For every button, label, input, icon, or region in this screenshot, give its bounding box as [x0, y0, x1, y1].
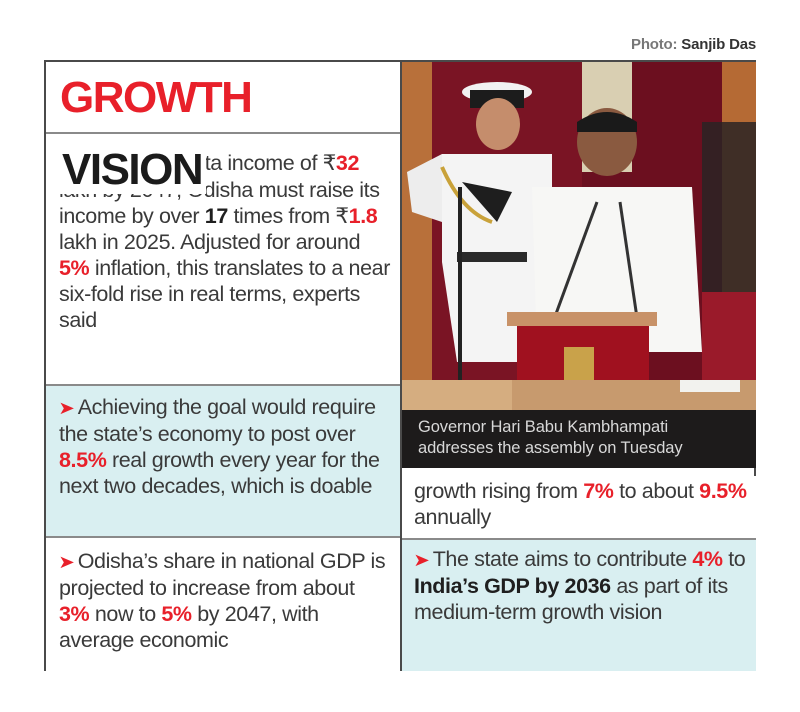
photo-credit-name: Sanjib Das: [681, 36, 756, 53]
fact-block-growth-continued: growth rising from 7% to about 9.5% annu…: [402, 476, 756, 538]
photo-credit-label: Photo:: [631, 36, 678, 53]
value-5-percent: 5%: [161, 602, 192, 626]
headline-vision: VISION: [60, 145, 207, 194]
value-9-5-percent: 9.5%: [699, 479, 747, 503]
gdp-2036-target: India’s GDP by 2036: [414, 574, 611, 598]
red-arrowhead-icon: ➤: [413, 550, 430, 570]
fact-block-real-growth: ➤ Achieving the goal would require the st…: [46, 384, 400, 538]
value-1-8-lakh: 1.8: [348, 204, 378, 228]
assembly-scene-illustration: [402, 62, 756, 410]
value-17-times: 17: [204, 204, 229, 228]
left-column: GROWTH VISION ➤For a per capita income o…: [46, 62, 400, 671]
red-arrowhead-icon: ➤: [58, 552, 75, 572]
headline: GROWTH VISION: [46, 62, 400, 194]
right-column: Governor Hari Babu Kambhampati addresses…: [400, 62, 756, 671]
value-32-lakh: 32: [335, 151, 360, 175]
fact-block-gdp-share: ➤ Odisha’s share in national GDP is proje…: [46, 540, 400, 671]
fact-block-contribution-target: ➤ The state aims to contribute 4% to Indi…: [402, 538, 756, 671]
value-4-percent: 4%: [692, 547, 723, 571]
red-arrowhead-icon: ➤: [58, 398, 75, 418]
value-8-5-percent: 8.5%: [59, 448, 107, 472]
photo-caption: Governor Hari Babu Kambhampati addresses…: [402, 410, 756, 468]
infographic-frame: GROWTH VISION ➤For a per capita income o…: [44, 60, 756, 671]
photo-credit: Photo: Sanjib Das: [560, 36, 756, 53]
value-7-percent: 7%: [583, 479, 614, 503]
value-5-percent-inflation: 5%: [59, 256, 90, 280]
governor-photo: [402, 62, 756, 410]
headline-growth: GROWTH: [60, 73, 253, 122]
value-3-percent: 3%: [59, 602, 90, 626]
